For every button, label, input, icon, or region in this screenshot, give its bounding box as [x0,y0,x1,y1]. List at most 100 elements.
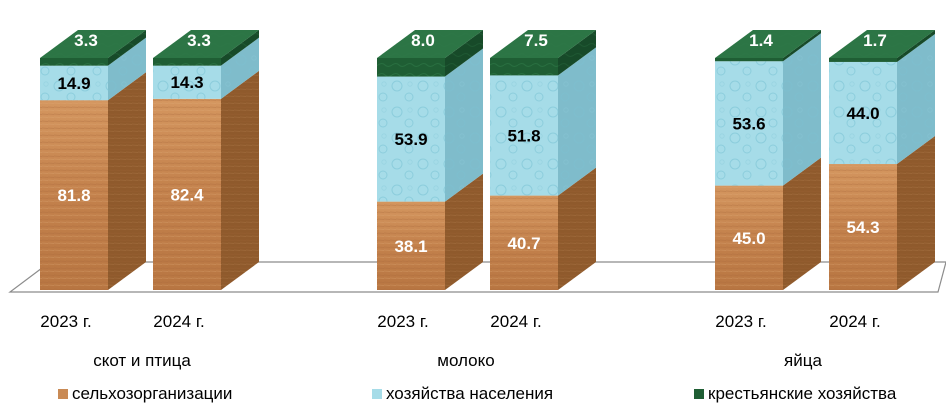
bar-top-texture-2 [377,30,483,58]
group-label-0: скот и птица [93,351,191,370]
bar-side-texture-farms-5 [897,30,935,62]
legend-label-agri: сельхозорганизации [72,384,233,403]
bar-side-texture-farms-2 [445,30,483,77]
x-tick-label-1: 2024 г. [153,312,204,331]
bar-top-texture-3 [490,30,596,58]
bar-front-texture-households-5 [829,61,897,165]
bar-front-texture-farms-0 [40,58,108,66]
data-label-farms-0: 3.3 [74,31,98,50]
bar-stack-5 [829,30,935,290]
bar-side-texture-households-2 [445,48,483,202]
legend-item-farms: крестьянские хозяйства [694,384,896,404]
bar-side-texture-farms-0 [108,30,146,66]
legend-swatch-agri [58,389,68,399]
bar-segment-farms-5 [829,30,935,62]
bar-top-texture-0 [40,30,146,58]
bar-top-texture-4 [715,30,821,58]
group-label-1: молоко [437,351,494,370]
bar-side-texture-households-0 [108,37,146,101]
bar-front-texture-agri-4 [715,185,783,290]
x-tick-label-3: 2024 г. [490,312,541,331]
x-tick-labels: 2023 г. 2024 г. 2023 г. 2024 г. 2023 г. 2024 … [40,312,880,331]
bar-side-texture-farms-4 [783,30,821,62]
x-tick-label-5: 2024 г. [829,312,880,331]
data-label-farms-1: 3.3 [187,31,211,50]
bars-layer [40,30,935,290]
bar-segment-agri-0 [40,72,146,290]
bar-front-texture-farms-4 [715,58,783,62]
bar-front-texture-agri-1 [153,98,221,290]
data-label-farms-3: 7.5 [524,31,548,50]
bar-front-texture-households-3 [490,75,558,196]
bar-segment-farms-0 [40,30,146,66]
bar-segment-agri-2 [377,173,483,290]
legend-label-farms: крестьянские хозяйства [708,384,897,403]
bar-side-texture-agri-3 [558,167,596,290]
bar-segment-households-4 [715,33,821,186]
bar-front-texture-agri-5 [829,164,897,290]
bar-front-texture-farms-2 [377,58,445,77]
bar-front-texture-farms-1 [153,58,221,66]
legend-label-households: хозяйства населения [386,384,554,403]
bar-side-texture-households-1 [221,37,259,99]
bar-side-texture-agri-1 [221,70,259,290]
bar-front-texture-households-2 [377,76,445,202]
bar-side-texture-agri-5 [897,136,935,290]
data-label-agri-4: 45.0 [732,229,765,248]
legend-item-agri: сельхозорганизации [58,384,232,404]
bar-top-texture-1 [153,30,259,58]
data-label-households-4: 53.6 [732,114,765,133]
bar-front-texture-households-1 [153,65,221,99]
bar-front-texture-farms-3 [490,58,558,76]
legend-swatch-households [372,389,382,399]
bar-segment-farms-3 [490,30,596,76]
x-tick-label-0: 2023 г. [40,312,91,331]
bar-side-texture-agri-0 [108,72,146,290]
bar-front-texture-agri-2 [377,201,445,290]
bar-segment-agri-3 [490,167,596,290]
bar-segment-households-1 [153,37,259,99]
data-label-farms-2: 8.0 [411,31,435,50]
bar-top-texture-5 [829,30,935,58]
legend-item-households: хозяйства населения [372,384,553,404]
bar-front-texture-households-4 [715,61,783,186]
bar-stack-2 [377,30,483,290]
bar-segment-agri-1 [153,70,259,290]
bar-side-texture-agri-4 [783,157,821,290]
data-label-households-5: 44.0 [846,104,879,123]
data-label-farms-4: 1.4 [749,31,773,50]
bar-segment-agri-4 [715,157,821,290]
bar-side-texture-farms-1 [221,30,259,66]
group-labels: скот и птица молоко яйца [93,351,822,370]
bar-front-texture-households-0 [40,65,108,101]
x-tick-label-4: 2023 г. [715,312,766,331]
bar-side-texture-households-3 [558,47,596,196]
data-label-households-3: 51.8 [507,126,540,145]
bar-stack-0 [40,30,146,290]
data-label-agri-3: 40.7 [507,234,540,253]
bar-segment-farms-4 [715,30,821,62]
data-label-farms-5: 1.7 [863,31,887,50]
bar-side-texture-farms-3 [558,30,596,76]
data-labels-layer: 81.8 14.9 3.3 82.4 14.3 3.3 38.1 53.9 8.0 40.7 51.… [57,31,886,256]
data-label-agri-0: 81.8 [57,186,90,205]
bar-front-texture-agri-3 [490,195,558,290]
bar-segment-households-0 [40,37,146,101]
group-label-2: яйца [784,351,822,370]
bar-segment-agri-5 [829,136,935,290]
x-tick-label-2: 2023 г. [377,312,428,331]
bar-stack-4 [715,30,821,290]
bar-segment-households-3 [490,47,596,196]
bar-segment-households-5 [829,33,935,165]
data-label-agri-1: 82.4 [170,185,204,204]
bar-side-texture-households-4 [783,33,821,186]
bar-stack-1 [153,30,259,290]
bar-stack-3 [490,30,596,290]
data-label-households-1: 14.3 [170,73,203,92]
data-label-agri-5: 54.3 [846,218,879,237]
bar-side-texture-agri-2 [445,173,483,290]
data-label-agri-2: 38.1 [394,237,427,256]
stacked-bar-chart: 81.8 14.9 3.3 82.4 14.3 3.3 38.1 53.9 8.0 40.7 51.… [8,30,946,370]
data-label-households-0: 14.9 [57,74,90,93]
bar-front-texture-agri-0 [40,100,108,290]
